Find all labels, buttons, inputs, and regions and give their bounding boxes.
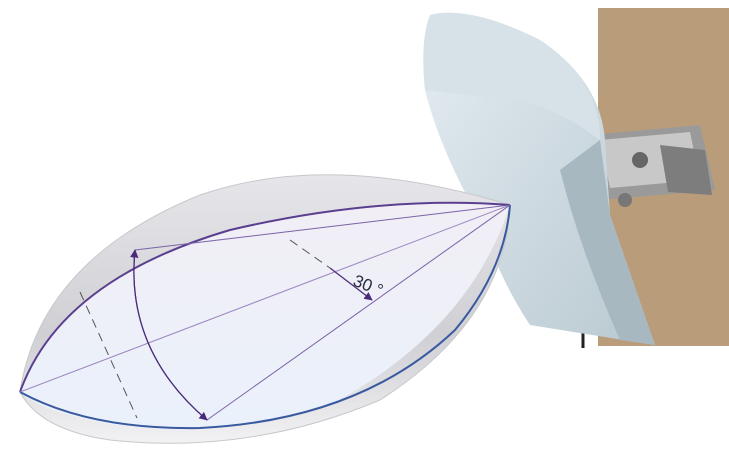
antenna-panel	[423, 12, 655, 346]
mount-bracket	[590, 125, 715, 207]
radiation-lobe	[19, 174, 511, 444]
